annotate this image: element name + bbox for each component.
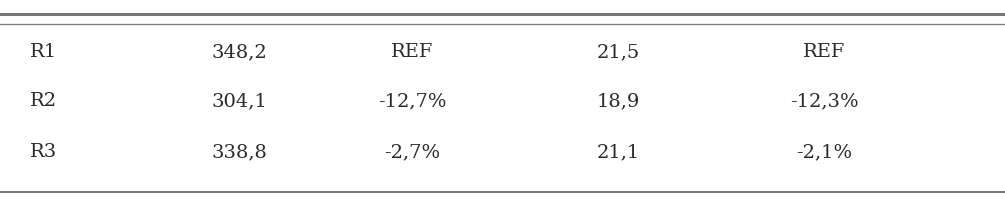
Text: -12,3%: -12,3% [790, 92, 858, 110]
Text: 18,9: 18,9 [596, 92, 640, 110]
Text: 21,1: 21,1 [596, 143, 640, 161]
Text: 348,2: 348,2 [211, 43, 266, 61]
Text: REF: REF [391, 43, 433, 61]
Text: REF: REF [803, 43, 845, 61]
Text: -12,7%: -12,7% [378, 92, 446, 110]
Text: R3: R3 [30, 143, 57, 161]
Text: 21,5: 21,5 [596, 43, 640, 61]
Text: -2,1%: -2,1% [796, 143, 852, 161]
Text: R1: R1 [30, 43, 57, 61]
Text: R2: R2 [30, 92, 57, 110]
Text: 338,8: 338,8 [211, 143, 267, 161]
Text: 304,1: 304,1 [211, 92, 266, 110]
Text: -2,7%: -2,7% [384, 143, 440, 161]
